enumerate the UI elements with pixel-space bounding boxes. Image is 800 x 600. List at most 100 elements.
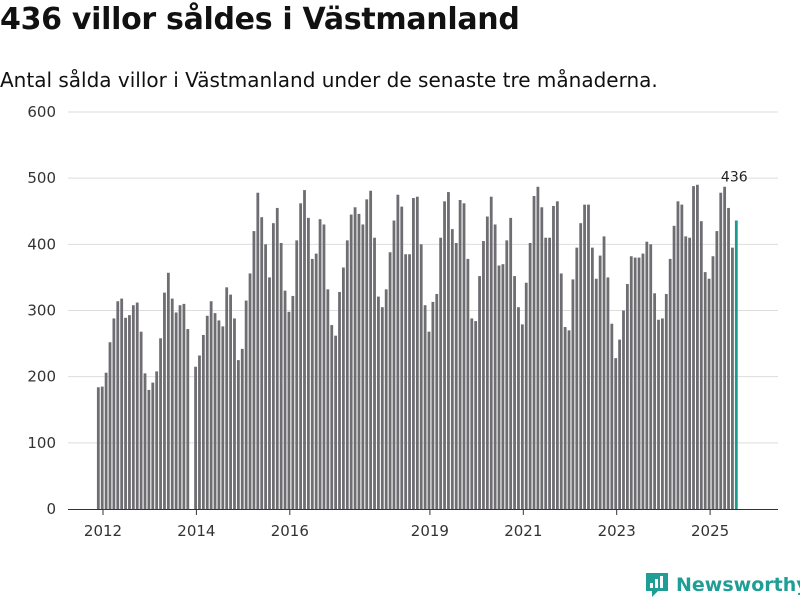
bar [291,295,295,509]
bar [108,342,112,509]
x-tick-label: 2012 [84,522,122,540]
bar [209,301,213,509]
bar [501,264,505,509]
bar [462,203,466,509]
x-tick-label: 2019 [411,522,449,540]
bar [419,244,423,509]
bar [517,307,520,509]
bar [719,192,723,509]
bar [466,258,470,509]
bar [723,186,727,509]
bar [587,204,590,509]
bar [489,196,493,509]
bar [159,338,162,509]
bar [345,240,349,510]
bar [692,186,695,510]
bar [186,329,190,509]
bar [633,257,637,509]
bar [369,190,373,510]
bar [201,334,205,509]
bar [497,265,501,509]
bar [225,287,229,509]
bar [532,196,536,509]
bar [513,276,516,509]
bar [377,296,380,509]
bar [384,289,388,509]
bar [307,217,310,509]
bar [575,247,579,509]
bar [493,224,497,510]
y-tick-label: 300 [27,302,56,320]
bar [598,255,602,509]
bar [606,277,610,509]
bar [283,290,287,509]
bar [715,231,719,509]
bar [711,256,715,509]
bar [353,207,357,509]
bar [229,294,232,509]
bar [552,205,555,509]
bar [178,305,182,509]
bar [688,237,692,509]
y-tick-label: 200 [27,368,56,386]
bar [287,311,291,509]
bar [649,244,653,509]
bar [555,201,559,509]
bar [342,267,345,509]
bar [143,373,147,509]
bar [707,278,711,509]
bar [299,203,303,509]
x-tick-label: 2014 [177,522,215,540]
bar [559,273,563,509]
bar [400,206,404,509]
y-tick-label: 0 [46,500,56,518]
bar [357,213,361,509]
bar [322,224,326,510]
bar [563,327,567,509]
bar [135,302,139,509]
bar [657,319,660,509]
bar [392,220,396,509]
bar [104,372,108,509]
bar [478,276,481,509]
bar [653,293,657,509]
bar [248,273,252,509]
bar [240,348,244,509]
bar [602,236,606,509]
bar [412,198,415,509]
bar [268,277,271,509]
bar [295,240,299,510]
bar [236,360,240,510]
bar [198,355,201,509]
bar [404,254,408,509]
bar [668,258,672,509]
bar [139,331,143,509]
bar [147,389,151,509]
brand-logo[interactable]: Newsworthy [644,570,800,600]
bar [310,258,314,509]
bar [303,190,306,509]
x-tick-label: 2025 [691,522,729,540]
highlight-data-label: 436 [721,170,748,186]
bar [96,387,100,509]
y-axis-ticks: 0 100 200 300 400 500 600 [27,103,56,518]
bar [275,207,279,509]
bar [509,217,513,509]
bar [100,386,104,509]
bar [388,252,392,509]
bar [233,318,236,509]
bar [415,196,419,509]
x-tick-label: 2023 [598,522,636,540]
bar [540,207,544,509]
bar [128,315,131,509]
bar [684,236,688,509]
bar [699,221,703,509]
bar [155,371,159,509]
bar [349,214,353,509]
bar [380,307,384,509]
bar [435,293,439,509]
bar [338,291,341,509]
bar [431,301,435,509]
bar [447,192,450,509]
bar [427,331,431,509]
